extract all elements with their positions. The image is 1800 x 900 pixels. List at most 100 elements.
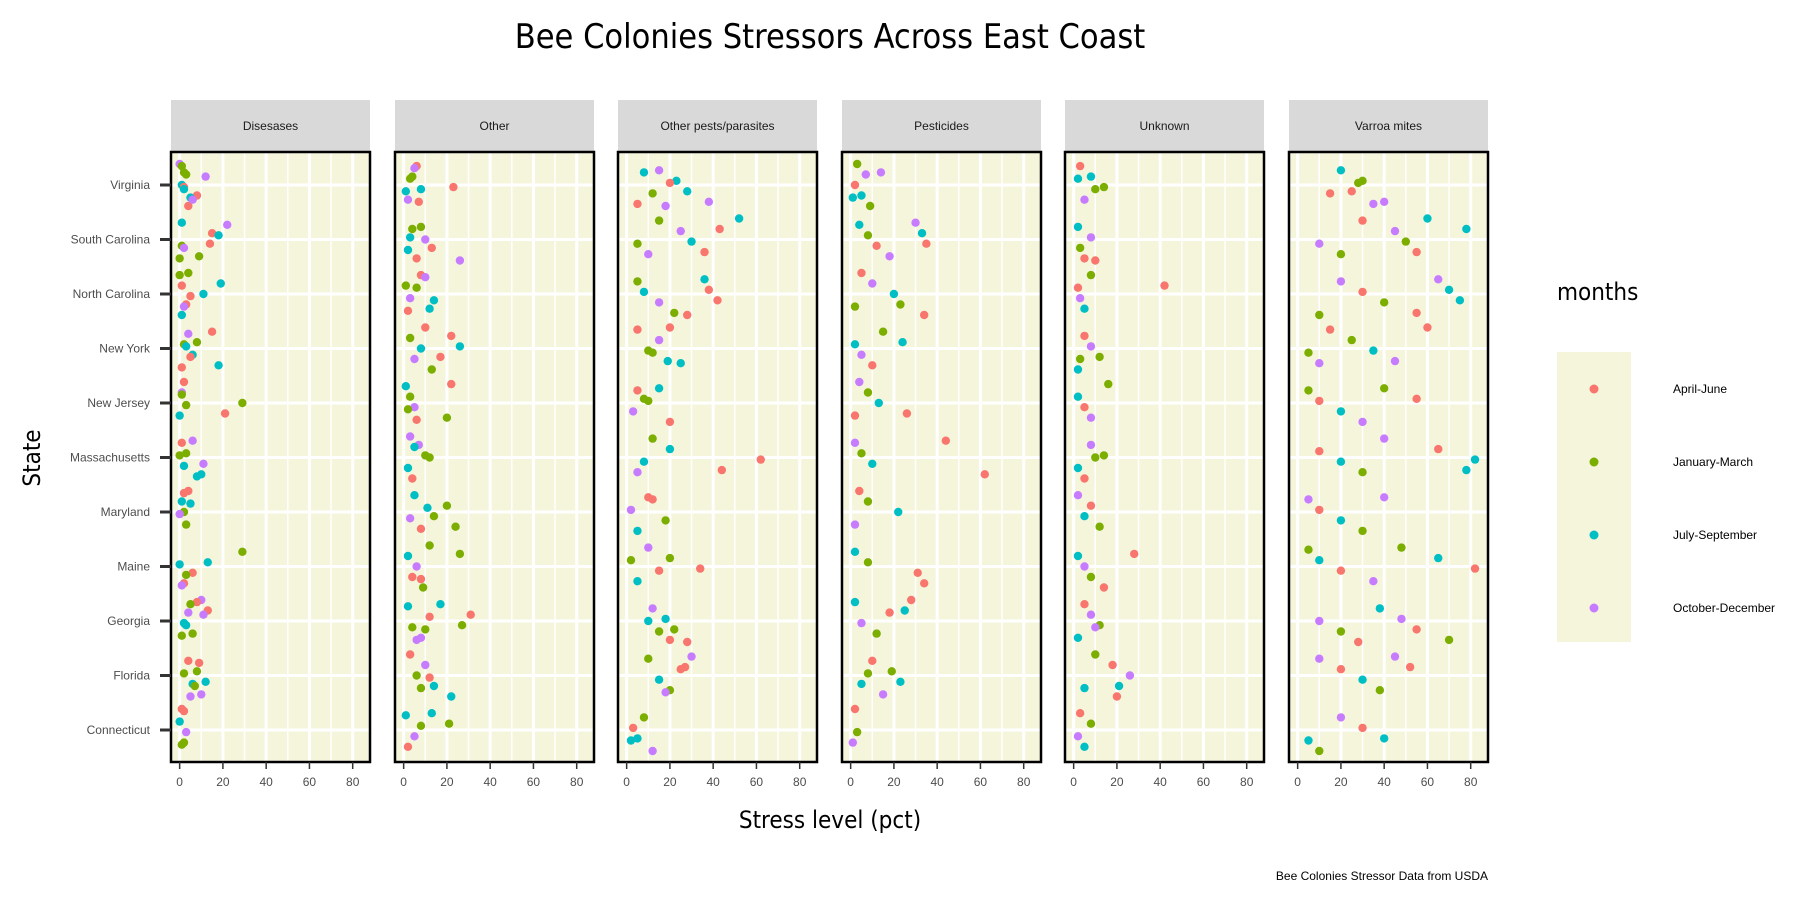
data-point — [207, 327, 217, 336]
data-point — [639, 713, 649, 722]
data-point — [412, 254, 421, 263]
data-point — [874, 398, 883, 408]
data-point — [1444, 285, 1454, 294]
data-point — [857, 268, 866, 278]
data-point — [177, 310, 187, 320]
data-point — [1336, 713, 1346, 722]
data-point — [1073, 633, 1083, 642]
data-point — [850, 438, 860, 447]
data-point — [887, 667, 896, 676]
data-point — [410, 491, 419, 500]
data-point — [447, 379, 456, 389]
data-point — [654, 675, 664, 684]
data-point — [1080, 195, 1089, 204]
data-point — [405, 233, 415, 242]
data-point — [1379, 298, 1389, 307]
data-point — [418, 583, 428, 592]
data-point — [665, 417, 675, 427]
data-point — [850, 597, 860, 607]
data-point — [412, 415, 421, 424]
legend-key-background — [1557, 352, 1631, 642]
data-point — [1397, 543, 1406, 552]
data-point — [1073, 174, 1083, 183]
data-point — [1358, 287, 1367, 297]
data-point — [1080, 474, 1089, 483]
data-point — [855, 377, 864, 387]
facet-panel: Pesticides 0 20 40 60 80 — [840, 100, 1043, 789]
data-point — [197, 690, 206, 699]
data-point — [885, 608, 894, 617]
data-point — [654, 335, 664, 345]
legend-key — [1589, 530, 1599, 540]
data-point — [1401, 237, 1411, 246]
data-point — [179, 302, 189, 311]
data-point — [896, 677, 905, 686]
data-point — [184, 329, 193, 338]
data-point — [1358, 417, 1367, 427]
data-point — [919, 310, 929, 320]
data-point — [1423, 323, 1432, 332]
facet-label: Other pests/parasites — [660, 119, 774, 133]
data-point — [1315, 239, 1324, 248]
facet-strip — [1065, 100, 1264, 152]
data-point — [1086, 719, 1096, 728]
data-point — [177, 363, 187, 372]
data-point — [654, 627, 664, 636]
data-point — [850, 180, 860, 190]
data-point — [1080, 742, 1089, 751]
data-point — [175, 451, 184, 460]
data-point — [894, 507, 903, 517]
data-point — [403, 551, 413, 561]
data-point — [1073, 491, 1083, 500]
data-point — [408, 572, 417, 582]
data-point — [403, 463, 413, 473]
x-tick-label: 20 — [887, 775, 901, 789]
data-point — [857, 191, 866, 200]
data-point — [687, 652, 696, 661]
x-tick-label: 0 — [847, 775, 854, 789]
data-point — [661, 516, 670, 525]
data-point — [416, 683, 426, 693]
data-point — [184, 608, 193, 617]
data-point — [1073, 392, 1083, 401]
data-point — [676, 665, 685, 674]
data-point — [181, 570, 191, 580]
data-point — [177, 390, 187, 399]
data-point — [648, 434, 657, 443]
data-point — [1379, 384, 1389, 393]
data-point — [633, 386, 642, 395]
data-point — [214, 231, 223, 240]
data-point — [423, 503, 432, 512]
facet-strip — [1289, 100, 1488, 152]
data-point — [1080, 254, 1089, 263]
data-point — [648, 189, 657, 198]
data-point — [898, 338, 907, 347]
data-point — [410, 403, 419, 412]
data-point — [913, 568, 922, 577]
data-point — [1091, 623, 1100, 632]
data-point — [177, 438, 187, 447]
data-point — [1434, 275, 1443, 284]
data-point — [416, 721, 426, 730]
data-point — [1347, 187, 1356, 196]
data-point — [181, 621, 191, 630]
x-tick-label: 80 — [346, 775, 360, 789]
state-label: Maryland — [101, 505, 150, 519]
data-point — [1112, 692, 1122, 701]
data-point — [872, 241, 881, 250]
data-point — [447, 692, 456, 701]
data-point — [408, 224, 417, 234]
data-point — [416, 222, 426, 232]
data-point — [848, 193, 858, 202]
data-point — [177, 581, 187, 590]
panel-border — [840, 150, 1043, 764]
data-point — [403, 195, 413, 204]
state-label: Maine — [117, 560, 150, 574]
data-point — [919, 579, 929, 588]
data-point — [1397, 614, 1406, 624]
panel-border — [393, 150, 596, 764]
x-tick-label: 40 — [930, 775, 944, 789]
data-point — [186, 352, 195, 362]
data-point — [405, 333, 415, 343]
